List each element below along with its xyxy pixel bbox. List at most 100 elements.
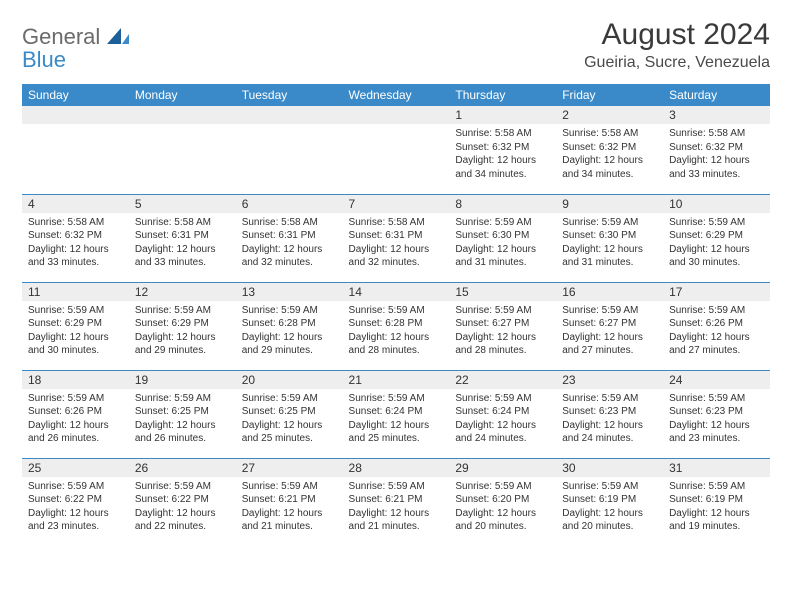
day-details: Sunrise: 5:59 AMSunset: 6:29 PMDaylight:…: [129, 301, 236, 361]
calendar-day-cell: 27Sunrise: 5:59 AMSunset: 6:21 PMDayligh…: [236, 458, 343, 546]
day-number: 23: [556, 371, 663, 389]
day-details: Sunrise: 5:59 AMSunset: 6:26 PMDaylight:…: [663, 301, 770, 361]
day-number: 25: [22, 459, 129, 477]
calendar-day-cell: 11Sunrise: 5:59 AMSunset: 6:29 PMDayligh…: [22, 282, 129, 370]
day-details: Sunrise: 5:59 AMSunset: 6:29 PMDaylight:…: [22, 301, 129, 361]
day-number: 1: [449, 106, 556, 124]
calendar-table: Sunday Monday Tuesday Wednesday Thursday…: [22, 84, 770, 546]
day-details: [343, 124, 450, 174]
calendar-day-cell: [22, 106, 129, 194]
day-number: 19: [129, 371, 236, 389]
calendar-day-cell: 14Sunrise: 5:59 AMSunset: 6:28 PMDayligh…: [343, 282, 450, 370]
day-number: 27: [236, 459, 343, 477]
day-number: 29: [449, 459, 556, 477]
day-details: Sunrise: 5:59 AMSunset: 6:22 PMDaylight:…: [129, 477, 236, 537]
day-details: Sunrise: 5:59 AMSunset: 6:19 PMDaylight:…: [663, 477, 770, 537]
day-number: 16: [556, 283, 663, 301]
day-header: Sunday: [22, 84, 129, 106]
day-number: 17: [663, 283, 770, 301]
day-number: 21: [343, 371, 450, 389]
day-header-row: Sunday Monday Tuesday Wednesday Thursday…: [22, 84, 770, 106]
day-details: Sunrise: 5:58 AMSunset: 6:31 PMDaylight:…: [343, 213, 450, 273]
calendar-day-cell: 3Sunrise: 5:58 AMSunset: 6:32 PMDaylight…: [663, 106, 770, 194]
calendar-day-cell: 12Sunrise: 5:59 AMSunset: 6:29 PMDayligh…: [129, 282, 236, 370]
day-details: Sunrise: 5:58 AMSunset: 6:32 PMDaylight:…: [556, 124, 663, 184]
calendar-day-cell: 22Sunrise: 5:59 AMSunset: 6:24 PMDayligh…: [449, 370, 556, 458]
day-header: Monday: [129, 84, 236, 106]
calendar-day-cell: 1Sunrise: 5:58 AMSunset: 6:32 PMDaylight…: [449, 106, 556, 194]
calendar-day-cell: 18Sunrise: 5:59 AMSunset: 6:26 PMDayligh…: [22, 370, 129, 458]
day-details: Sunrise: 5:59 AMSunset: 6:20 PMDaylight:…: [449, 477, 556, 537]
day-number: 30: [556, 459, 663, 477]
day-number: [22, 106, 129, 124]
day-number: 2: [556, 106, 663, 124]
day-details: Sunrise: 5:58 AMSunset: 6:32 PMDaylight:…: [663, 124, 770, 184]
calendar-week-row: 11Sunrise: 5:59 AMSunset: 6:29 PMDayligh…: [22, 282, 770, 370]
calendar-day-cell: 24Sunrise: 5:59 AMSunset: 6:23 PMDayligh…: [663, 370, 770, 458]
calendar-day-cell: 8Sunrise: 5:59 AMSunset: 6:30 PMDaylight…: [449, 194, 556, 282]
day-details: [236, 124, 343, 174]
calendar-day-cell: 17Sunrise: 5:59 AMSunset: 6:26 PMDayligh…: [663, 282, 770, 370]
sail-icon: [107, 28, 129, 49]
day-number: 20: [236, 371, 343, 389]
page-header: General Blue August 2024 Gueiria, Sucre,…: [22, 18, 770, 72]
day-number: 28: [343, 459, 450, 477]
day-details: Sunrise: 5:59 AMSunset: 6:25 PMDaylight:…: [236, 389, 343, 449]
calendar-day-cell: 7Sunrise: 5:58 AMSunset: 6:31 PMDaylight…: [343, 194, 450, 282]
logo: General Blue: [22, 18, 129, 72]
day-number: 9: [556, 195, 663, 213]
calendar-week-row: 18Sunrise: 5:59 AMSunset: 6:26 PMDayligh…: [22, 370, 770, 458]
day-number: 8: [449, 195, 556, 213]
calendar-day-cell: 9Sunrise: 5:59 AMSunset: 6:30 PMDaylight…: [556, 194, 663, 282]
calendar-page: General Blue August 2024 Gueiria, Sucre,…: [0, 0, 792, 564]
calendar-day-cell: 5Sunrise: 5:58 AMSunset: 6:31 PMDaylight…: [129, 194, 236, 282]
day-details: Sunrise: 5:59 AMSunset: 6:21 PMDaylight:…: [343, 477, 450, 537]
calendar-day-cell: 20Sunrise: 5:59 AMSunset: 6:25 PMDayligh…: [236, 370, 343, 458]
calendar-week-row: 4Sunrise: 5:58 AMSunset: 6:32 PMDaylight…: [22, 194, 770, 282]
day-details: Sunrise: 5:59 AMSunset: 6:30 PMDaylight:…: [556, 213, 663, 273]
day-number: 12: [129, 283, 236, 301]
day-details: Sunrise: 5:59 AMSunset: 6:25 PMDaylight:…: [129, 389, 236, 449]
day-header: Saturday: [663, 84, 770, 106]
day-number: 11: [22, 283, 129, 301]
day-details: [22, 124, 129, 174]
day-number: 5: [129, 195, 236, 213]
day-details: Sunrise: 5:59 AMSunset: 6:19 PMDaylight:…: [556, 477, 663, 537]
day-number: 26: [129, 459, 236, 477]
calendar-day-cell: 6Sunrise: 5:58 AMSunset: 6:31 PMDaylight…: [236, 194, 343, 282]
day-number: 31: [663, 459, 770, 477]
calendar-day-cell: 4Sunrise: 5:58 AMSunset: 6:32 PMDaylight…: [22, 194, 129, 282]
calendar-body: 1Sunrise: 5:58 AMSunset: 6:32 PMDaylight…: [22, 106, 770, 546]
calendar-day-cell: 23Sunrise: 5:59 AMSunset: 6:23 PMDayligh…: [556, 370, 663, 458]
calendar-day-cell: 29Sunrise: 5:59 AMSunset: 6:20 PMDayligh…: [449, 458, 556, 546]
calendar-week-row: 1Sunrise: 5:58 AMSunset: 6:32 PMDaylight…: [22, 106, 770, 194]
day-details: Sunrise: 5:59 AMSunset: 6:24 PMDaylight:…: [343, 389, 450, 449]
day-header: Tuesday: [236, 84, 343, 106]
day-details: Sunrise: 5:59 AMSunset: 6:27 PMDaylight:…: [556, 301, 663, 361]
day-details: Sunrise: 5:59 AMSunset: 6:22 PMDaylight:…: [22, 477, 129, 537]
day-number: 13: [236, 283, 343, 301]
calendar-day-cell: [129, 106, 236, 194]
day-details: Sunrise: 5:58 AMSunset: 6:31 PMDaylight:…: [236, 213, 343, 273]
location-subtitle: Gueiria, Sucre, Venezuela: [584, 54, 770, 72]
logo-word-2: Blue: [22, 47, 66, 72]
day-number: 22: [449, 371, 556, 389]
day-details: Sunrise: 5:59 AMSunset: 6:24 PMDaylight:…: [449, 389, 556, 449]
calendar-day-cell: 13Sunrise: 5:59 AMSunset: 6:28 PMDayligh…: [236, 282, 343, 370]
day-number: 15: [449, 283, 556, 301]
logo-word-1: General: [22, 24, 100, 49]
day-number: 14: [343, 283, 450, 301]
day-details: Sunrise: 5:59 AMSunset: 6:23 PMDaylight:…: [556, 389, 663, 449]
day-details: Sunrise: 5:59 AMSunset: 6:21 PMDaylight:…: [236, 477, 343, 537]
day-details: Sunrise: 5:59 AMSunset: 6:26 PMDaylight:…: [22, 389, 129, 449]
calendar-day-cell: 15Sunrise: 5:59 AMSunset: 6:27 PMDayligh…: [449, 282, 556, 370]
day-details: Sunrise: 5:58 AMSunset: 6:32 PMDaylight:…: [449, 124, 556, 184]
day-number: [343, 106, 450, 124]
day-details: Sunrise: 5:59 AMSunset: 6:28 PMDaylight:…: [343, 301, 450, 361]
calendar-day-cell: 28Sunrise: 5:59 AMSunset: 6:21 PMDayligh…: [343, 458, 450, 546]
day-details: [129, 124, 236, 174]
calendar-day-cell: 19Sunrise: 5:59 AMSunset: 6:25 PMDayligh…: [129, 370, 236, 458]
day-header: Friday: [556, 84, 663, 106]
title-block: August 2024 Gueiria, Sucre, Venezuela: [584, 18, 770, 72]
day-details: Sunrise: 5:59 AMSunset: 6:28 PMDaylight:…: [236, 301, 343, 361]
